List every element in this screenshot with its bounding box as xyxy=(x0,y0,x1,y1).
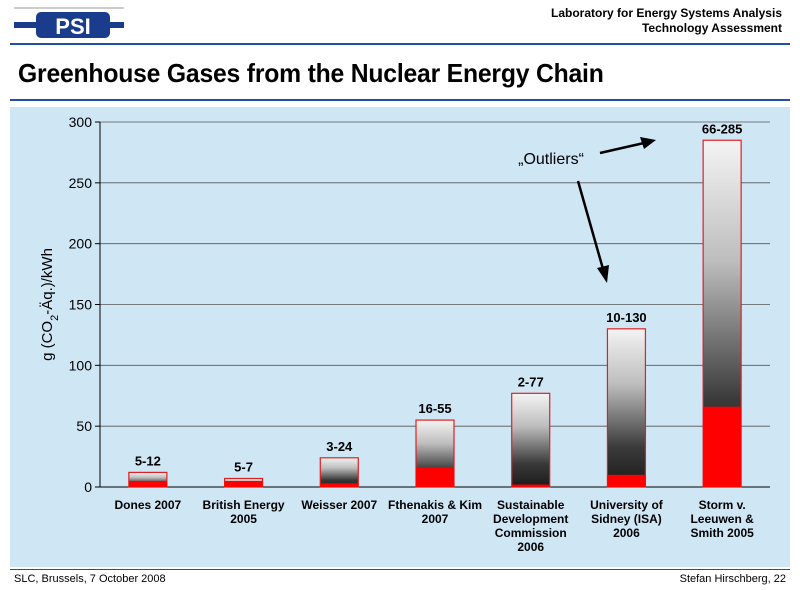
y-tick-label: 0 xyxy=(84,479,92,495)
bar-low-value xyxy=(607,474,646,487)
x-category-label: Fthenakis & Kim xyxy=(388,498,482,512)
x-category-label: 2005 xyxy=(230,512,257,526)
title-divider-top xyxy=(10,43,790,45)
x-category-label: Commission xyxy=(495,526,567,540)
x-category-label: Sustainable xyxy=(497,498,565,512)
bar-range-label: 2-77 xyxy=(518,374,544,389)
bar-range-label: 66-285 xyxy=(702,121,742,136)
psi-logo-text: PSI xyxy=(55,14,90,39)
title-divider-bottom xyxy=(10,99,790,101)
x-category-label: Weisser 2007 xyxy=(301,498,377,512)
y-tick-label: 100 xyxy=(69,357,93,373)
bar-range-label: 3-24 xyxy=(326,439,353,454)
bar-low-value xyxy=(511,484,550,487)
x-category-label: Sidney (ISA) xyxy=(591,512,662,526)
x-category-label: University of xyxy=(590,498,664,512)
footer-event: SLC, Brussels, 7 October 2008 xyxy=(14,573,166,585)
institute-line-1: Laboratory for Energy Systems Analysis xyxy=(551,6,782,20)
x-category-label: Leeuwen & xyxy=(690,512,754,526)
x-category-label: 2006 xyxy=(613,526,640,540)
y-axis-label: g (CO2-Äq.)/kWh xyxy=(39,248,61,361)
outliers-arrows xyxy=(576,137,656,283)
bar-low-value xyxy=(320,483,359,487)
bar-chart: 0 50 100 150 200 250 300 5-12 5-7 3-24 16-55 2-77 1… xyxy=(39,114,770,554)
institute-header: Laboratory for Energy Systems Analysis T… xyxy=(551,6,782,36)
bar-range xyxy=(606,328,647,488)
institute-line-2: Technology Assessment xyxy=(641,21,782,35)
bar-range xyxy=(319,457,359,488)
x-category-label: Smith 2005 xyxy=(690,526,754,540)
y-tick-label: 200 xyxy=(69,236,93,252)
y-tick-label: 50 xyxy=(76,418,92,434)
x-category-label: 2007 xyxy=(422,512,449,526)
bar-range-label: 5-7 xyxy=(234,459,253,474)
bars: 5-12 5-7 3-24 16-55 2-77 10-130 66-285 xyxy=(128,121,742,488)
bar-range-label: 10-130 xyxy=(606,310,646,325)
bar-range xyxy=(511,392,551,488)
bar-low-value xyxy=(416,467,454,487)
x-category-label: Storm v. xyxy=(699,498,746,512)
x-category-label: Dones 2007 xyxy=(115,498,182,512)
bar-low-value xyxy=(128,480,167,487)
bar-low-value xyxy=(224,480,263,487)
footer-author-page: Stefan Hirschberg, 22 xyxy=(679,573,786,585)
y-tick-label: 300 xyxy=(69,114,93,130)
footer-divider xyxy=(10,569,790,570)
bar-low-value xyxy=(703,406,742,487)
slide-title: Greenhouse Gases from the Nuclear Energy… xyxy=(18,58,604,88)
x-category-label: Development xyxy=(493,512,568,526)
y-axis: 0 50 100 150 200 250 300 xyxy=(69,114,770,495)
outliers-annotation: „Outliers“ xyxy=(518,151,584,168)
x-category-label: 2006 xyxy=(517,540,544,554)
x-category-label: British Energy xyxy=(203,498,285,512)
chart-area: 0 50 100 150 200 250 300 5-12 5-7 3-24 16-55 2-77 1… xyxy=(10,107,790,567)
y-tick-label: 150 xyxy=(69,297,93,313)
bar-range-label: 5-12 xyxy=(135,453,161,468)
psi-logo: PSI xyxy=(10,2,128,42)
bar-range-label: 16-55 xyxy=(418,401,451,416)
y-tick-label: 250 xyxy=(69,175,93,191)
